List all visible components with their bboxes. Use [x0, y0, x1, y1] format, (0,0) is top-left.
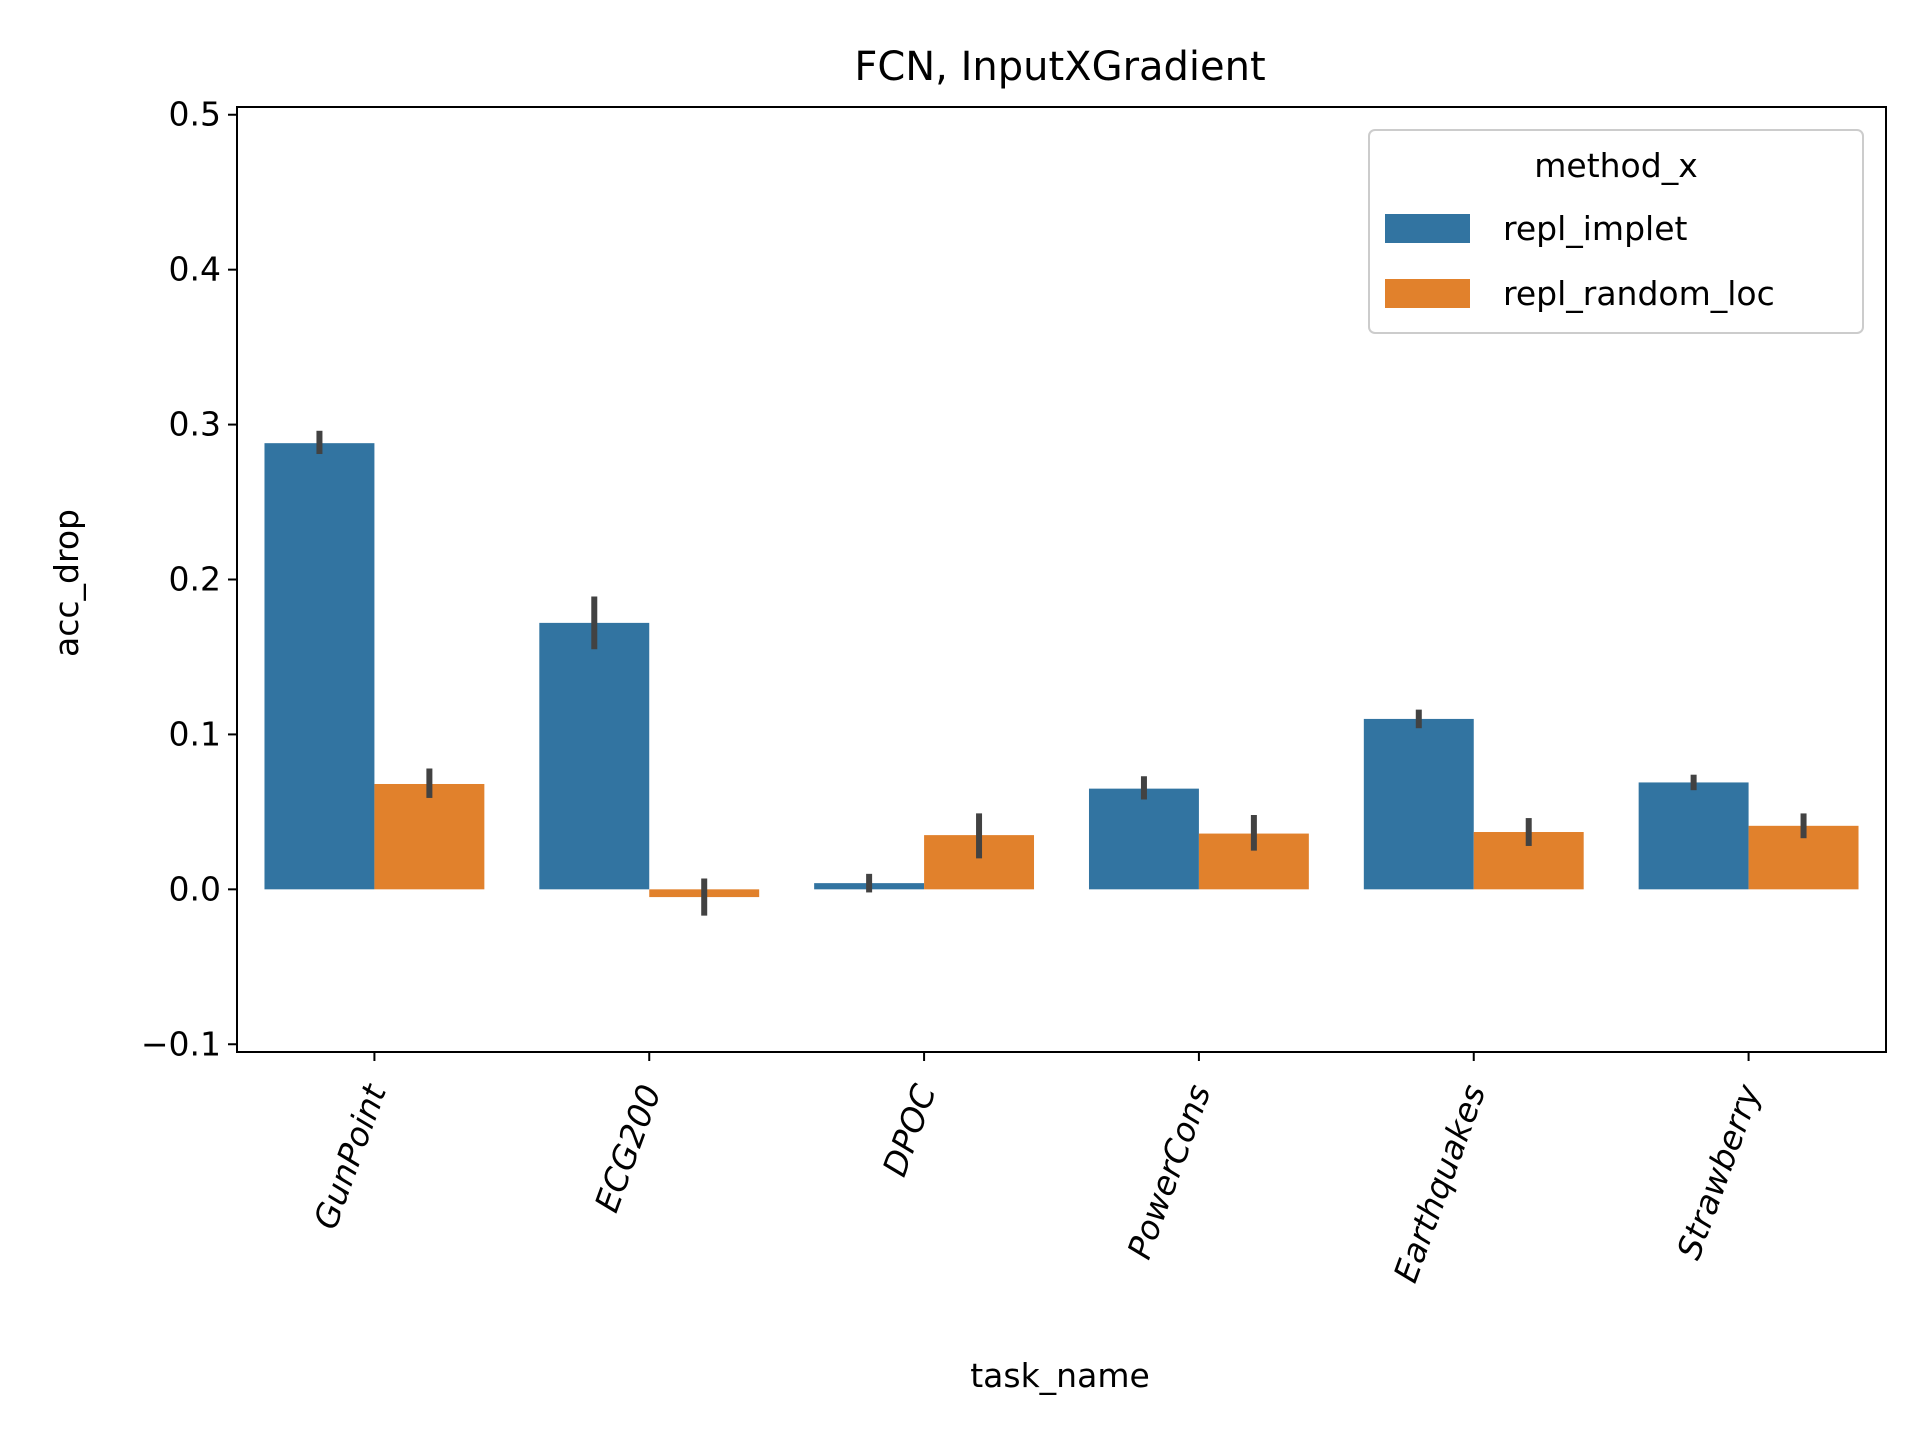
y-tick-label: 0.5 — [169, 95, 221, 134]
bar-repl-implet-earthquakes — [1363, 718, 1474, 890]
y-tick-label: 0.3 — [169, 405, 221, 444]
legend-swatch-repl-implet — [1385, 214, 1470, 243]
legend-title: method_x — [1534, 146, 1697, 185]
x-tick-label-earthquakes: Earthquakes — [1386, 1079, 1494, 1287]
x-tick-label-dpoc: DPOC — [875, 1079, 944, 1181]
axes-frame — [236, 106, 1887, 1053]
y-tick-label: −0.1 — [141, 1024, 221, 1063]
x-axis-label: task_name — [970, 1356, 1150, 1395]
legend-label-repl-random-loc: repl_random_loc — [1503, 274, 1775, 313]
legend-label-repl-implet: repl_implet — [1503, 209, 1687, 248]
bar-repl-implet-strawberry — [1638, 782, 1749, 890]
legend-swatch-repl-random-loc — [1385, 279, 1470, 308]
legend: method_x repl_implet repl_random_loc — [1368, 129, 1864, 334]
legend-box — [1368, 129, 1864, 334]
bar-repl-implet-gunpoint — [264, 443, 375, 890]
x-tick-label-gunpoint: GunPoint — [306, 1078, 394, 1234]
y-tick-label: 0.2 — [169, 560, 221, 599]
y-tick-label: 0.0 — [169, 869, 221, 908]
bar-repl-random-loc-gunpoint — [374, 783, 485, 890]
chart-title: FCN, InputXGradient — [854, 44, 1265, 90]
bar-repl-implet-ecg200 — [539, 622, 650, 890]
x-tick-label-powercons: PowerCons — [1119, 1079, 1218, 1264]
bar-repl-implet-powercons — [1088, 788, 1199, 890]
x-tick-label-strawberry: Strawberry — [1669, 1079, 1768, 1264]
y-tick-label: 0.4 — [169, 250, 221, 289]
x-tick-label-ecg200: ECG200 — [587, 1079, 669, 1217]
y-tick-label: 0.1 — [169, 714, 221, 753]
y-axis-label: acc_drop — [47, 509, 86, 657]
